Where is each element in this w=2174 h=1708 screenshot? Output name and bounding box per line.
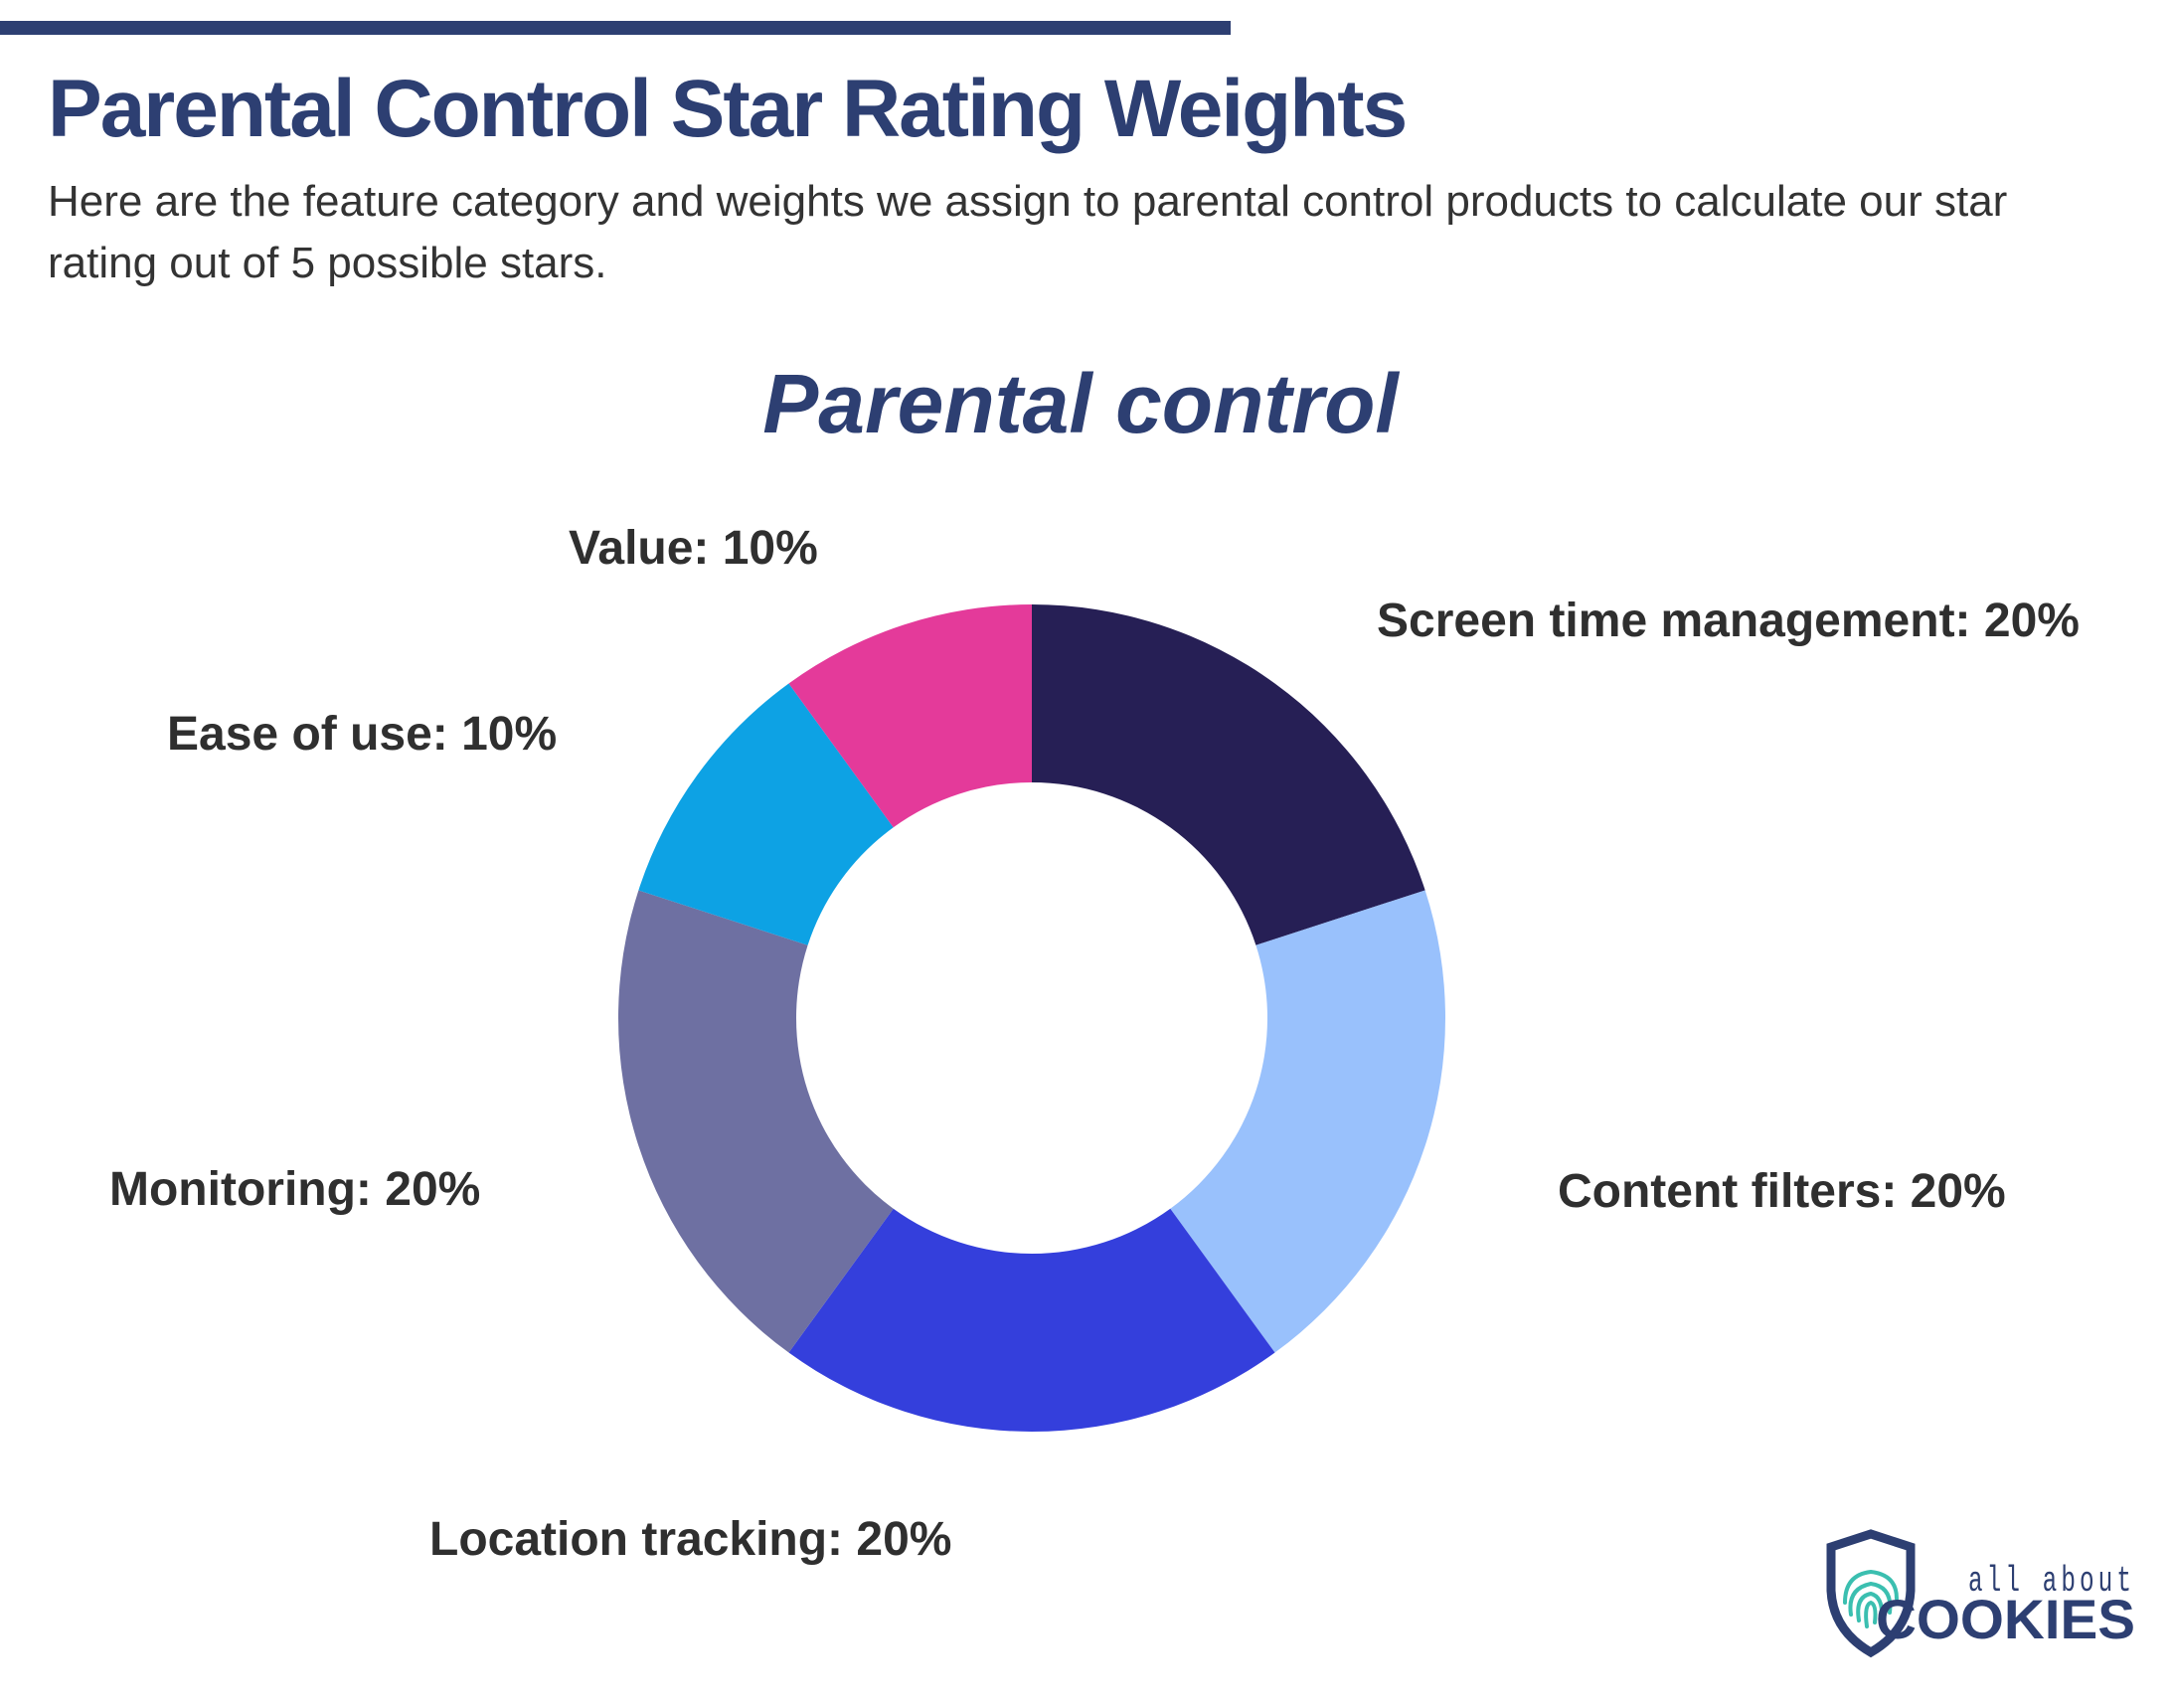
brand-logo: all about COOKIES [1826,1529,2135,1658]
donut-slice-value [788,604,1032,828]
chart-labels: Screen time management: 20% Content filte… [109,522,2080,1566]
donut-slice-ease-of-use [638,683,894,945]
shield-fingerprint-icon [1826,1529,1916,1658]
logo-line-1: all about [1968,1561,2135,1602]
slice-label-screen-time-management: Screen time management: 20% [1377,595,2080,647]
slice-label-value: Value: 10% [569,522,818,575]
top-rule [0,21,1231,35]
slice-label-location-tracking: Location tracking: 20% [429,1513,951,1566]
page-subtitle: Here are the feature category and weight… [48,177,2008,287]
slice-label-monitoring: Monitoring: 20% [109,1163,480,1216]
slice-label-ease-of-use: Ease of use: 10% [167,708,557,761]
logo-line-2: COOKIES [1876,1588,2135,1650]
donut-slice-content-filters [1170,890,1445,1353]
chart-slices [617,604,1445,1433]
slice-label-content-filters: Content filters: 20% [1558,1165,2006,1218]
donut-slice-screen-time-management [1032,604,1425,945]
page-title: Parental Control Star Rating Weights [48,64,1408,154]
chart-title: Parental control [762,357,1400,450]
donut-slice-location-tracking [788,1208,1275,1433]
donut-slice-monitoring [617,890,894,1353]
